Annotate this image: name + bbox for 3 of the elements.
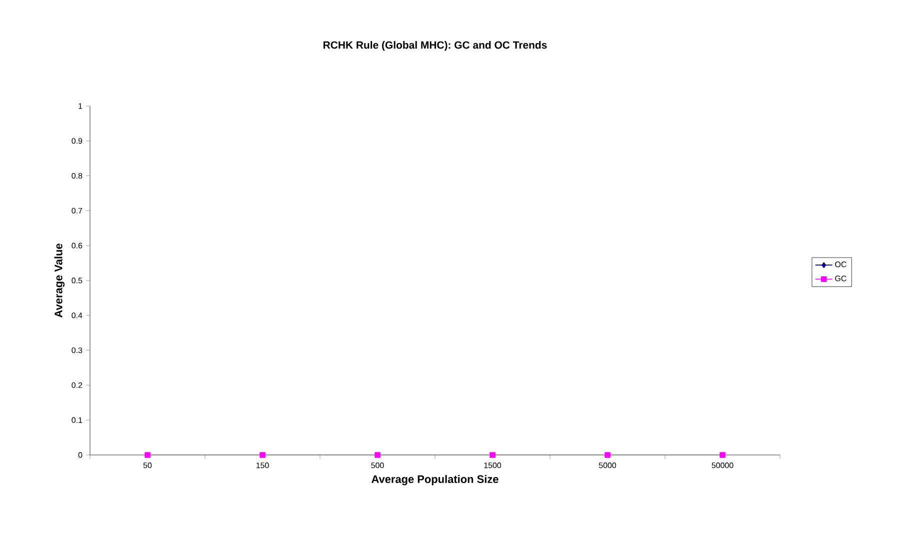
x-axis-title: Average Population Size [372, 474, 498, 486]
y-axis-title: Average Value [54, 244, 65, 318]
chart-title: RCHK Rule (Global MHC): GC and OC Trends [324, 41, 547, 51]
